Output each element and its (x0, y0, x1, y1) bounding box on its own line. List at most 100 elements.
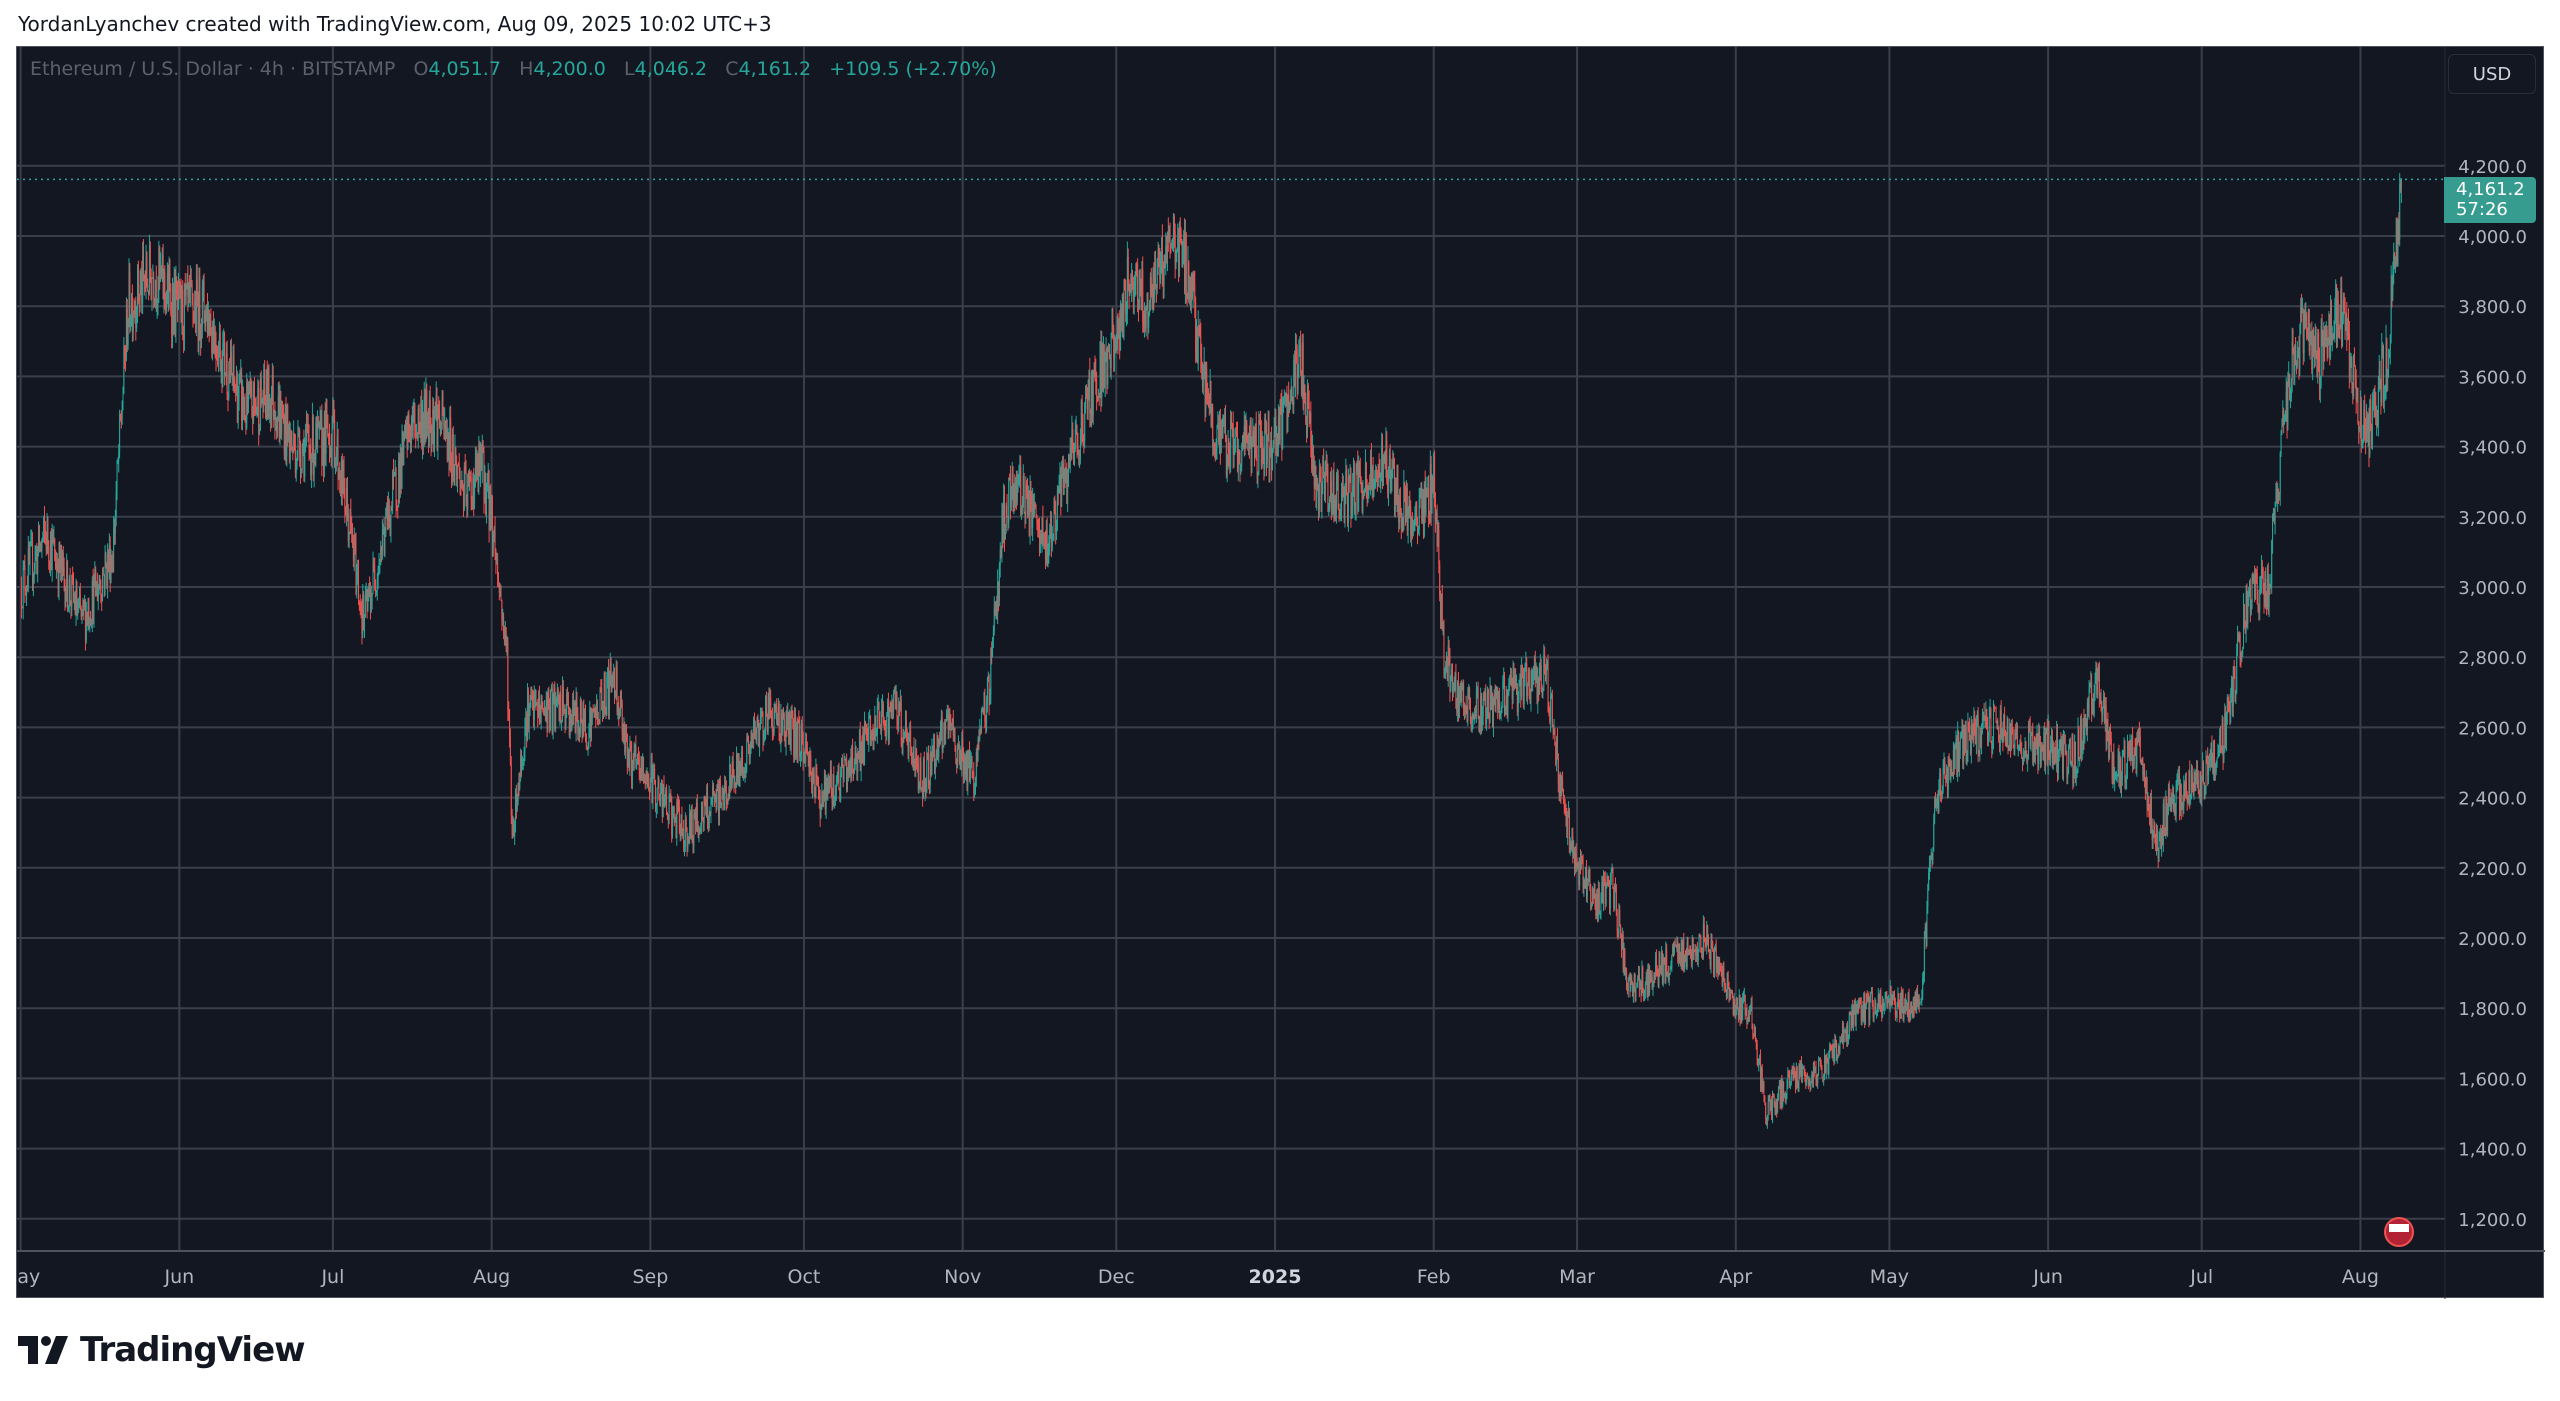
candle-body (1426, 488, 1428, 490)
candle-body (1097, 396, 1099, 398)
candle-body (410, 437, 412, 444)
candle-body (772, 732, 774, 734)
candle-body (1492, 693, 1494, 728)
price-chart[interactable]: 1,200.01,400.01,600.01,800.02,000.02,200… (17, 47, 2545, 1299)
candle-body (619, 691, 621, 713)
candle-body (95, 568, 97, 597)
candle-body (1599, 912, 1601, 914)
candle-body (1545, 665, 1547, 675)
candle-body (265, 369, 267, 410)
candle-body (1118, 319, 1120, 339)
candle-body (1783, 1081, 1785, 1098)
candle-body (1518, 685, 1520, 697)
candle-body (2124, 745, 2126, 782)
candle-body (303, 439, 305, 477)
candle-body (2103, 696, 2105, 723)
candle-body (1536, 666, 1538, 703)
candle-body (881, 704, 883, 710)
candle-body (164, 271, 166, 295)
candle-body (1828, 1053, 1830, 1074)
candle-body (523, 752, 525, 762)
candle-body (1728, 981, 1730, 999)
candle-body (82, 600, 84, 611)
candle-body (545, 699, 547, 717)
candle-body (959, 750, 961, 763)
candle-body (939, 730, 941, 744)
candle-body (1946, 768, 1948, 790)
candle-body (1128, 285, 1130, 295)
candle-body (1840, 1040, 1842, 1043)
candle-body (1195, 302, 1197, 354)
candle-body (2004, 714, 2006, 731)
candle-body (294, 433, 296, 448)
candle-body (572, 699, 574, 721)
candle-body (1447, 646, 1449, 681)
candle-body (1504, 707, 1506, 715)
candle-body (1178, 222, 1180, 276)
candle-body (1376, 476, 1378, 487)
candle-body (138, 300, 140, 302)
candle-body (796, 724, 798, 753)
candle-body (2075, 771, 2077, 776)
candle-body (91, 580, 93, 622)
candle-body (725, 786, 727, 803)
candle-body (643, 759, 645, 783)
candle-body (1212, 407, 1214, 448)
candle-body (2045, 733, 2047, 765)
candle-body (966, 752, 968, 786)
candle-body (682, 828, 684, 836)
candle-body (640, 762, 642, 778)
candle-body (1421, 487, 1423, 522)
candle-body (1724, 978, 1726, 986)
candle-body (1603, 879, 1605, 881)
candle-body (380, 548, 382, 565)
candle-body (1221, 430, 1223, 437)
candle-body (1003, 494, 1005, 540)
candle-body (666, 790, 668, 815)
candle-body (1611, 868, 1613, 873)
candle-body (894, 689, 896, 700)
candle-body (1703, 923, 1705, 938)
candle-body (219, 333, 221, 371)
candle-body (94, 568, 96, 580)
candle-body (842, 767, 844, 780)
candle-body (1493, 695, 1495, 698)
chart-frame[interactable]: 1,200.0 1,400.0 1,600.0 1,800.0 2,000.0 2,200… (16, 46, 2545, 1299)
candle-body (2002, 730, 2004, 742)
candle-body (1464, 705, 1466, 710)
candle-body (967, 759, 969, 786)
candle-body (670, 794, 672, 797)
candle-body (1259, 423, 1261, 435)
candle-body (1505, 695, 1507, 708)
candle-body (1159, 261, 1161, 280)
candle-body (468, 473, 470, 486)
candle-body (987, 676, 989, 682)
candle-body (1071, 429, 1073, 450)
candle-body (2037, 735, 2039, 764)
candle-body (531, 695, 533, 697)
candle-body (346, 489, 348, 513)
candle-body (735, 785, 737, 788)
candle-body (79, 594, 81, 608)
candle-body (1321, 482, 1323, 512)
candle-body (288, 426, 290, 435)
candle-body (621, 703, 623, 734)
candle-body (1316, 482, 1318, 498)
candle-body (145, 257, 147, 286)
candle-body (1422, 495, 1424, 522)
candle-body (1143, 313, 1145, 326)
candle-body (1443, 623, 1445, 675)
candle-body (1369, 487, 1371, 489)
candle-body (1921, 997, 1923, 1002)
candle-body (458, 466, 460, 470)
candle-body (1689, 949, 1691, 951)
candle-body (1308, 402, 1310, 418)
candle-body (71, 574, 73, 607)
candle-body (879, 721, 881, 725)
candle-body (731, 760, 733, 785)
candle-body (1228, 442, 1230, 454)
candle-body (1458, 694, 1460, 718)
candle-body (387, 500, 389, 521)
candle-body (738, 761, 740, 786)
candle-body (1508, 684, 1510, 695)
